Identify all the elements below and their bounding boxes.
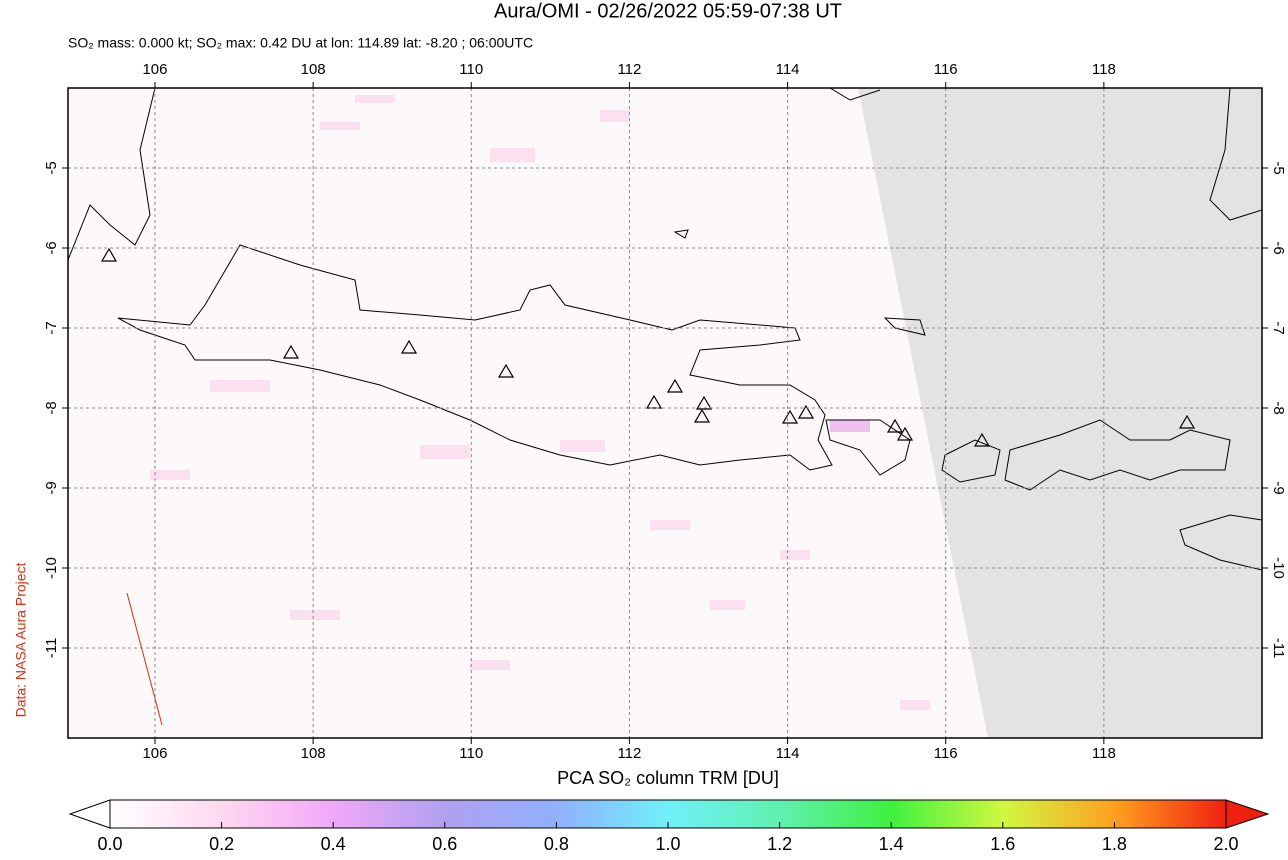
map-frame: [67, 87, 1263, 739]
lat-tick-label: -9: [1270, 481, 1287, 494]
credit: Data: NASA Aura Project: [13, 562, 29, 717]
lon-tick-label: 116: [934, 61, 958, 78]
orbit-edge: [126, 592, 163, 726]
coastline-madura-islands: [673, 229, 926, 336]
colorbar-tick-label: 1.2: [767, 834, 792, 854]
lon-tick-label: 118: [1092, 745, 1116, 762]
lon-tick-label: 112: [617, 61, 641, 78]
lat-tick-label: -5: [43, 161, 60, 174]
lat-tick-label: -11: [1270, 638, 1287, 659]
lat-tick-label: -7: [1270, 321, 1287, 334]
colorbar-tick-label: 0.8: [544, 834, 569, 854]
coastline-sumbawa: [1004, 419, 1231, 491]
coastline-java: [117, 244, 833, 471]
lon-tick-label: 118: [1092, 61, 1116, 78]
lat-tick-label: -8: [1270, 401, 1287, 414]
colorbar-tick-label: 1.8: [1102, 834, 1127, 854]
lat-tick-label: -9: [43, 481, 60, 494]
lat-tick-label: -5: [1270, 161, 1287, 174]
colorbar-arrow-low: [68, 799, 111, 829]
colorbar-tick-label: 0.2: [209, 834, 234, 854]
coastline-borneo: [829, 88, 1262, 221]
coastline-bali: [825, 419, 911, 476]
title: Aura/OMI - 02/26/2022 05:59-07:38 UT: [494, 0, 842, 22]
colorbar-tick-label: 0.0: [97, 834, 122, 854]
lat-tick-label: -6: [1270, 241, 1287, 254]
lat-tick-label: -8: [43, 401, 60, 414]
lon-tick-label: 106: [142, 61, 167, 78]
lon-tick-label: 108: [301, 61, 326, 78]
lon-tick-label: 114: [776, 61, 800, 78]
colorbar-tick-label: 2.0: [1213, 834, 1238, 854]
coastline-lombok: [941, 439, 1001, 483]
lat-tick-label: -10: [1270, 557, 1287, 579]
subtitle: SO₂ mass: 0.000 kt; SO₂ max: 0.42 DU at …: [68, 35, 533, 51]
colorbar-tick-label: 1.6: [990, 834, 1015, 854]
lat-tick-label: -7: [43, 321, 60, 334]
colorbar-tick-label: 1.4: [879, 834, 904, 854]
colorbar-arrow-high: [1225, 799, 1270, 829]
no-data-region: [858, 88, 1262, 738]
lon-tick-label: 108: [301, 745, 326, 762]
coastline-sumatra: [68, 88, 156, 261]
colorbar-ticks: 0.0 0.2 0.4 0.6 0.8 1.0 1.2 1.4 1.6 1.8 2.0: [97, 822, 1239, 854]
colorbar-tick-label: 0.4: [321, 834, 346, 854]
lon-tick-label: 106: [142, 745, 167, 762]
lon-tick-label: 116: [934, 745, 958, 762]
lat-tick-label: -10: [43, 557, 60, 579]
lon-tick-label: 112: [617, 745, 641, 762]
lon-tick-label: 114: [776, 745, 800, 762]
lon-tick-label: 110: [459, 745, 483, 762]
lon-tick-label: 110: [459, 61, 483, 78]
lat-tick-label: -6: [43, 241, 60, 254]
colorbar-tick-label: 1.0: [655, 834, 680, 854]
colorbar-tick-label: 0.6: [432, 834, 457, 854]
map-axes: 106 106 108 108 110 110 112 112 114 114 116 116 118 1…: [43, 61, 1287, 762]
retrieval-pixels: [150, 95, 930, 710]
colorbar-title: PCA SO₂ column TRM [DU]: [557, 768, 779, 788]
map-area: [68, 88, 1262, 738]
lat-tick-label: -11: [43, 638, 60, 659]
coastline-sumba: [1179, 514, 1262, 571]
